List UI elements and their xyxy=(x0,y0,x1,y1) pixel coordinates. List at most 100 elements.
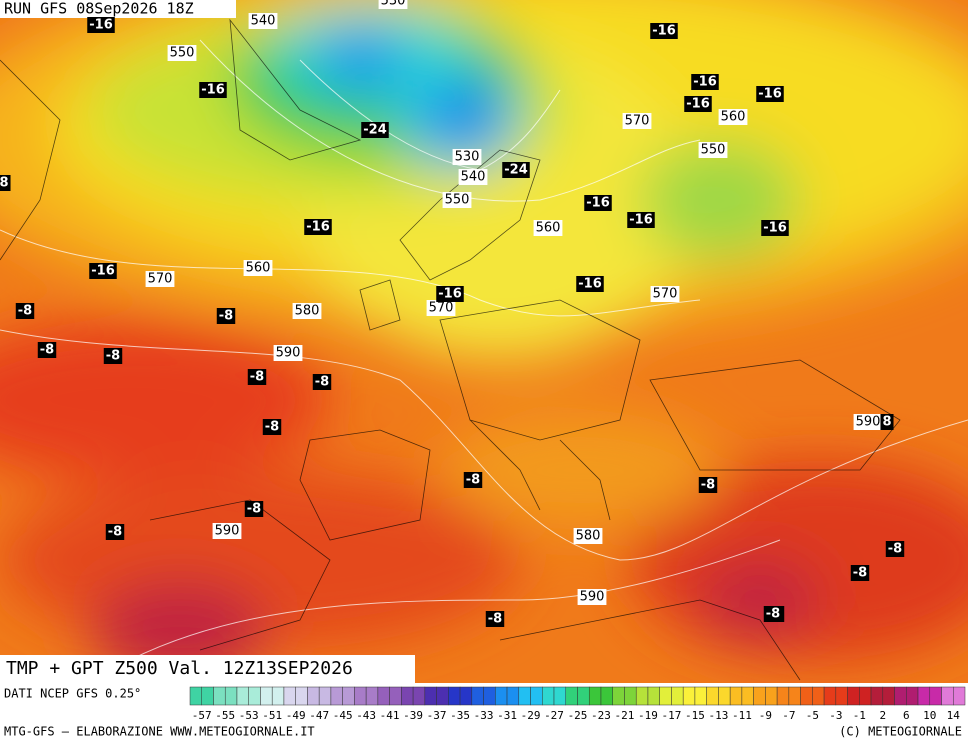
height-label-group: 560 xyxy=(533,220,563,236)
temp-label: -24 xyxy=(363,123,387,138)
temp-label: -8 xyxy=(18,304,32,319)
colorbar-label: -21 xyxy=(615,709,635,722)
source-label: DATI NCEP GFS 0.25° xyxy=(4,687,141,701)
height-label-box xyxy=(718,109,748,125)
height-label: 550 xyxy=(170,46,195,61)
temp-label-group: -16 xyxy=(584,195,612,211)
header-box xyxy=(0,0,236,18)
temp-label-group: -8 xyxy=(105,524,125,540)
colorbar-swatch xyxy=(588,686,602,706)
temp-label-group: -8 xyxy=(262,419,282,435)
temp-label-group: -8 xyxy=(763,606,783,622)
temp-label-group: -16 xyxy=(436,286,464,302)
height-label-group: 590 xyxy=(577,589,607,605)
temp-label-box xyxy=(698,477,718,493)
colorbar-swatch xyxy=(354,686,367,706)
temp-label: -8 xyxy=(250,370,264,385)
map-field xyxy=(0,0,968,683)
temp-label: -16 xyxy=(763,221,787,236)
colorbar-label: -31 xyxy=(497,709,517,722)
height-label: 530 xyxy=(455,150,480,165)
colorbar-swatch xyxy=(600,686,613,706)
colorbar-swatch xyxy=(307,686,320,706)
colorbar-label: -45 xyxy=(333,709,353,722)
height-label-box xyxy=(698,142,728,158)
colorbar-swatch xyxy=(471,686,484,706)
temp-label: -8 xyxy=(701,478,715,493)
height-label-group: 590 xyxy=(853,414,883,430)
height-label: 530 xyxy=(381,0,406,9)
temp-label-box xyxy=(463,472,483,488)
copyright: (C) METEOGIORNALE xyxy=(839,725,962,739)
height-label: 570 xyxy=(429,301,454,316)
height-label-group: 580 xyxy=(573,528,603,544)
temp-label-group: -16 xyxy=(87,17,115,33)
temp-label: -16 xyxy=(438,287,462,302)
height-label-group: 570 xyxy=(145,271,175,287)
colorbar-label: -33 xyxy=(474,709,494,722)
height-label-group: 530 xyxy=(378,0,408,9)
height-label: 590 xyxy=(856,415,881,430)
height-label: 560 xyxy=(246,261,271,276)
colorbar-label: -51 xyxy=(262,709,282,722)
colorbar-swatch xyxy=(459,686,473,706)
temp-label-group: -16 xyxy=(756,86,784,102)
title-box xyxy=(0,655,415,683)
colorbar-label: -27 xyxy=(544,709,564,722)
colorbar-swatch xyxy=(401,686,414,706)
height-label-group: 550 xyxy=(442,192,472,208)
colorbar-label: -1 xyxy=(853,709,866,722)
temp-label-box xyxy=(244,501,264,517)
colorbar-swatch xyxy=(424,686,437,706)
temp-label: -16 xyxy=(652,24,676,39)
colorbar-swatch xyxy=(189,686,202,706)
colorbar-swatch xyxy=(659,686,672,706)
colorbar-swatch xyxy=(870,686,884,706)
colorbar-swatch xyxy=(483,686,496,706)
temp-label-group: -8 xyxy=(485,611,505,627)
temp-label-group: -8 xyxy=(216,308,236,324)
temp-label-group: -8 xyxy=(463,472,483,488)
colorbar-swatch xyxy=(882,686,895,706)
colorbar-swatch xyxy=(823,686,837,706)
height-label-group: 550 xyxy=(167,45,197,61)
colorbar-swatch xyxy=(941,686,954,706)
colorbar-swatch xyxy=(436,686,449,706)
colorbar-label: 10 xyxy=(923,709,936,722)
height-label-group: 550 xyxy=(698,142,728,158)
height-label: 590 xyxy=(580,590,605,605)
height-label-group: 570 xyxy=(426,300,456,316)
temp-label-box xyxy=(87,17,115,33)
colorbar-swatch xyxy=(835,686,848,706)
temp-label: -8 xyxy=(106,349,120,364)
colorbar-swatch xyxy=(729,686,743,706)
height-label-group: 580 xyxy=(292,303,322,319)
temp-label-box xyxy=(103,348,123,364)
height-label-box xyxy=(273,345,303,361)
height-label: 560 xyxy=(536,221,561,236)
colorbar-swatch xyxy=(765,686,778,706)
height-label: 540 xyxy=(251,14,276,29)
colorbar-label: -57 xyxy=(192,709,212,722)
colorbar-swatch xyxy=(788,686,801,706)
height-label-box xyxy=(145,271,175,287)
temp-label-box xyxy=(0,175,11,191)
height-label-box xyxy=(650,286,680,302)
colorbar-label: -37 xyxy=(427,709,447,722)
temp-label: 8 xyxy=(882,415,891,430)
temp-label-box xyxy=(880,414,894,430)
temp-label-box xyxy=(627,212,655,228)
height-label-box xyxy=(378,0,408,9)
colorbar-label: -55 xyxy=(215,709,235,722)
temp-label-box xyxy=(650,23,678,39)
height-label: 590 xyxy=(276,346,301,361)
temp-label-box xyxy=(247,369,267,385)
temp-label: -16 xyxy=(201,83,225,98)
temp-label: -8 xyxy=(466,473,480,488)
colorbar-label: -35 xyxy=(450,709,470,722)
colorbar-swatch xyxy=(565,686,578,706)
temp-label-group: -8 xyxy=(312,374,332,390)
height-label-box xyxy=(622,113,652,129)
height-label-box xyxy=(577,589,607,605)
